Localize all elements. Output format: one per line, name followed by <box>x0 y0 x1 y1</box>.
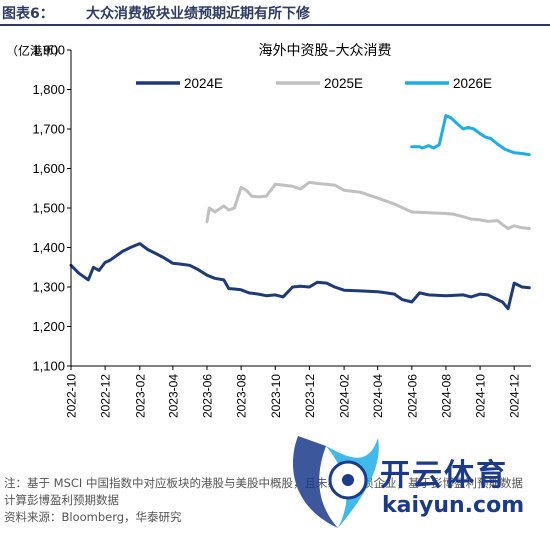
legend: 2024E 2025E 2026E <box>136 76 492 91</box>
y-tick-label: 1,800 <box>32 82 65 97</box>
notes: 注：基于 MSCI 中国指数中对应板块的港股与美股中概股，且未剔除亏损企业，基于… <box>4 475 548 526</box>
y-tick-label: 1,100 <box>32 359 65 374</box>
y-tick-label: 1,400 <box>32 240 65 255</box>
x-tick-label: 2024-08 <box>439 374 453 418</box>
figure-label: 图表6： <box>2 6 54 22</box>
legend-label: 2024E <box>184 76 223 91</box>
watermark-brand: 开云体育 <box>380 458 508 493</box>
note-line-2: 计算彭博盈利预期数据 <box>4 493 119 507</box>
series-line-2025E <box>205 180 531 230</box>
x-tick-label: 2022-10 <box>65 374 79 418</box>
legend-label: 2026E <box>453 76 492 91</box>
y-axis-label: （亿港币） <box>6 43 66 58</box>
y-tick-label: 1,600 <box>32 161 65 176</box>
chart-title: 海外中资股–大众消费 <box>259 43 392 59</box>
line-chart: 海外中资股–大众消费 （亿港币） 2024E 2025E 2026E 1,1001,… <box>6 43 531 418</box>
y-tick-label: 1,700 <box>32 122 65 137</box>
x-tick-label: 2024-02 <box>338 374 352 418</box>
x-tick-label: 2023-02 <box>133 374 147 418</box>
y-tick-label: 1,200 <box>32 319 65 334</box>
y-tick-label: 1,500 <box>32 201 65 216</box>
x-tick-label: 2024-10 <box>474 374 488 418</box>
y-tick-label: 1,900 <box>32 43 65 58</box>
x-tick-label: 2023-06 <box>200 374 214 418</box>
x-tick-label: 2023-04 <box>166 374 180 418</box>
source-line: 资料来源：Bloomberg，华泰研究 <box>4 510 182 524</box>
watermark-logo-icon <box>292 436 379 528</box>
x-tick-label: 2024-06 <box>405 374 419 418</box>
figure-title: 大众消费板块业绩预期近期有所下修 <box>86 6 310 22</box>
axes: 1,100 1,200 1,300 1,400 1,500 1,600 1,700 1,800… <box>32 43 531 418</box>
x-tick-label: 2023-12 <box>303 374 317 418</box>
x-tick-label: 2023-08 <box>235 374 249 418</box>
x-tick-label: 2024-04 <box>371 374 385 418</box>
x-tick-label: 2023-10 <box>269 374 283 418</box>
series-line-2024E <box>69 242 531 311</box>
series-line-2026E <box>410 114 531 157</box>
legend-label: 2025E <box>324 76 363 91</box>
note-line: 注：基于 MSCI 中国指数中对应板块的港股与美股中概股，且未剔除亏损企业，基于… <box>4 476 523 490</box>
x-tick-label: 2022-12 <box>99 374 113 418</box>
x-tick-label: 2024-12 <box>508 374 522 418</box>
watermark-url: kaiyun.com <box>382 493 525 518</box>
y-tick-label: 1,300 <box>32 280 65 295</box>
figure-header: 图表6： 大众消费板块业绩预期近期有所下修 <box>0 0 550 26</box>
plot-area <box>69 114 531 311</box>
